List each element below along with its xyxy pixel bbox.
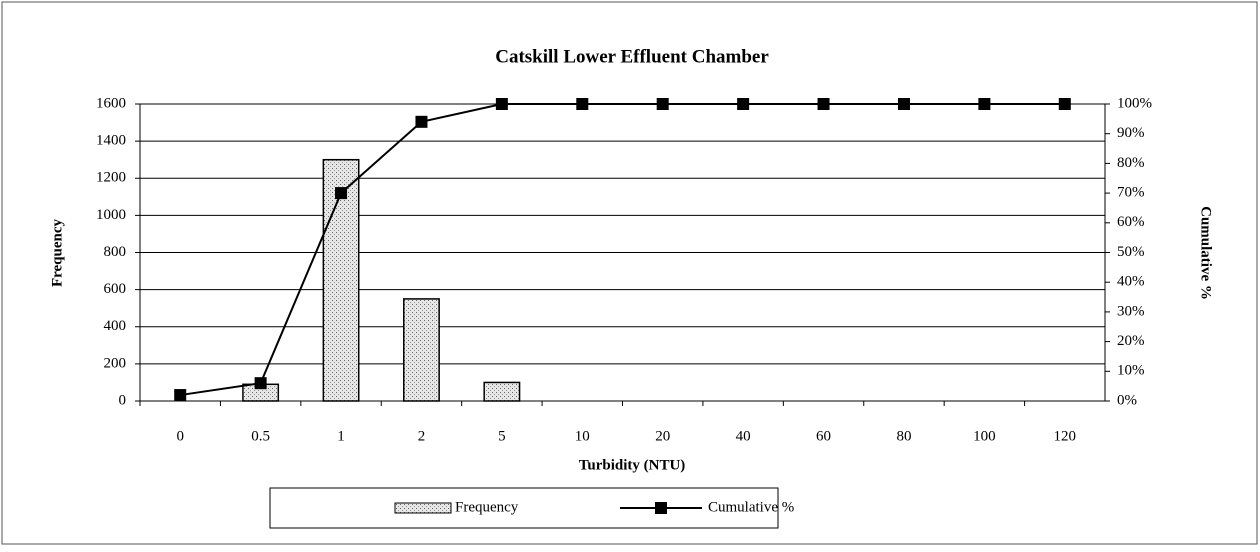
x-tick-label: 2 [418,428,426,444]
y-tick-label: 600 [104,281,127,297]
marker [495,98,508,110]
marker [1058,98,1071,110]
line [180,103,1065,397]
marker [817,98,830,110]
y2-tick-label: 30% [1117,303,1145,319]
legend-swatch [394,502,452,514]
marker [576,98,589,110]
chart-title: Catskill Lower Effluent Chamber [495,46,769,67]
x-tick-label: 100 [973,428,996,444]
x-tick-label: 1 [337,428,345,444]
x-tick-label: 0 [176,428,184,444]
legend-marker [655,502,667,514]
y-tick-label: 1200 [96,170,126,186]
y-axis-title: Frequency [49,218,65,287]
marker [656,98,669,110]
y2-axis-title: Cumulative % [1198,206,1214,300]
y2-tick-label: 40% [1117,274,1145,290]
y-tick-label: 400 [104,318,127,334]
bar [483,381,521,402]
marker [737,98,750,110]
y-tick-label: 1000 [96,207,126,223]
x-tick-label: 20 [655,428,670,444]
legend [269,487,779,529]
y2-tick-label: 10% [1117,363,1145,379]
y-tick-label: 1600 [96,95,126,111]
x-tick-label: 0.5 [251,428,270,444]
y2-tick-label: 100% [1117,95,1152,111]
marker [415,115,428,128]
y2-tick-label: 70% [1117,185,1145,201]
y2-tick-label: 90% [1117,125,1145,141]
y-tick-label: 0 [119,392,127,408]
x-axis-title: Turbidity (NTU) [579,457,686,473]
x-tick-label: 5 [498,428,506,444]
marker [335,187,348,200]
x-tick-label: 60 [816,428,831,444]
y-tick-label: 200 [104,355,127,371]
bar [322,158,360,402]
x-tick-label: 80 [896,428,911,444]
y2-tick-label: 20% [1117,333,1145,349]
bar [403,298,440,402]
x-tick-label: 120 [1054,428,1077,444]
y2-tick-label: 60% [1117,214,1145,230]
legend-label: Cumulative % [708,499,794,515]
marker [174,389,187,402]
marker [897,98,910,110]
y-tick-label: 800 [104,244,127,260]
x-tick-label: 40 [736,428,751,444]
y2-tick-label: 0% [1117,392,1137,408]
legend-label: Frequency [455,499,519,515]
marker [254,377,267,390]
y2-tick-label: 80% [1117,155,1145,171]
marker [978,98,991,110]
y2-tick-label: 50% [1117,244,1145,260]
x-tick-label: 10 [575,428,590,444]
y-tick-label: 1400 [96,133,126,149]
